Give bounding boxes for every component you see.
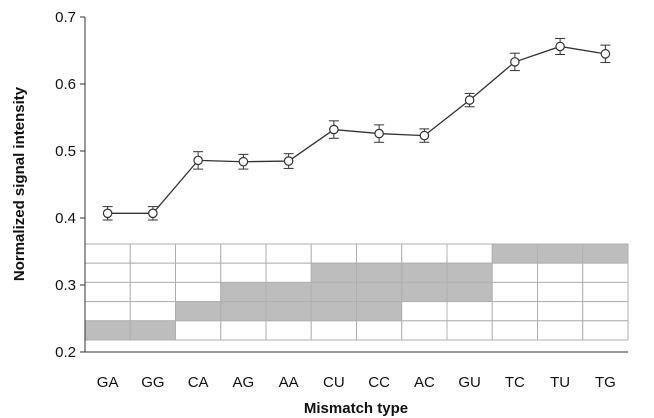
- x-tick-label: CA: [188, 374, 209, 391]
- data-point: [600, 49, 611, 59]
- grid-cell: [491, 320, 538, 341]
- grid-cell: [220, 262, 267, 283]
- y-ticks: 0.2 0.3 0.4 0.5 0.6 0.7: [55, 9, 85, 361]
- grid-cell: [582, 262, 629, 283]
- x-tick-label: CC: [368, 374, 390, 391]
- series-line: [107, 45, 606, 214]
- grid-cell: [401, 281, 448, 303]
- grid-cell: [84, 243, 131, 264]
- y-tick-label: 0.6: [55, 76, 76, 93]
- grid-cell: [310, 262, 357, 283]
- grid-cell: [220, 301, 267, 322]
- grid-cell: [356, 262, 403, 283]
- grid-cell: [84, 281, 131, 303]
- grid-cell: [446, 262, 493, 283]
- grid-cell: [491, 243, 538, 264]
- data-point: [148, 208, 158, 219]
- grid-cell: [129, 262, 176, 283]
- grid-cell: [537, 320, 584, 341]
- grid-cell: [265, 320, 312, 341]
- data-point: [102, 208, 113, 219]
- y-tick-label: 0.5: [55, 143, 76, 160]
- grid-cell: [265, 243, 312, 264]
- grid-cell: [220, 320, 267, 341]
- grid-cell: [310, 320, 357, 341]
- grid-cell: [491, 301, 538, 322]
- grid-cell: [356, 301, 403, 322]
- grid-cell: [401, 243, 448, 264]
- data-point: [193, 155, 203, 166]
- grid-cell: [310, 281, 357, 303]
- grid-cell: [175, 320, 222, 341]
- grid-cell: [84, 301, 131, 322]
- grid-cell: [401, 320, 448, 341]
- data-point: [329, 124, 339, 135]
- data-point: [510, 57, 520, 67]
- x-axis-title: Mismatch type: [304, 400, 408, 417]
- grid-cell: [310, 301, 357, 322]
- grid-cell: [537, 243, 584, 264]
- data-point: [238, 156, 249, 167]
- grid-cell: [582, 301, 629, 322]
- x-tick-label: TC: [505, 374, 525, 391]
- grid-cell: [446, 281, 493, 303]
- grid-cell: [310, 243, 357, 264]
- grid-cell: [537, 281, 584, 303]
- grid-cell: [356, 320, 403, 341]
- x-tick-label: GG: [141, 374, 164, 391]
- data-point: [419, 130, 430, 141]
- grid-cell: [175, 243, 222, 264]
- grid-cell: [129, 243, 176, 264]
- grid-cell: [446, 320, 493, 341]
- grid-cell: [265, 301, 312, 322]
- grid-cell: [220, 243, 267, 264]
- x-tick-label: CU: [323, 374, 345, 391]
- grid-cell: [537, 262, 584, 283]
- x-tick-label: GU: [458, 374, 481, 391]
- x-tick-label: AG: [233, 374, 255, 391]
- grid-cell: [175, 281, 222, 303]
- y-tick-label: 0.4: [55, 210, 76, 227]
- grid-cell: [356, 243, 403, 264]
- series: [102, 37, 611, 221]
- y-tick-label: 0.3: [55, 277, 76, 294]
- data-point: [555, 41, 565, 52]
- grid-cell: [129, 301, 176, 322]
- grid-cell: [356, 281, 403, 303]
- axes: [84, 17, 628, 353]
- grid-cell: [129, 320, 176, 341]
- grid-cell: [401, 301, 448, 322]
- x-tick-label: AC: [414, 374, 435, 391]
- grid-cell: [446, 301, 493, 322]
- grid-cell: [265, 262, 312, 283]
- data-point: [283, 156, 294, 166]
- y-tick-label: 0.7: [55, 9, 76, 26]
- grid-cell: [582, 281, 629, 303]
- grid-cell: [175, 262, 222, 283]
- grid-cell: [582, 243, 629, 264]
- grid-cell: [265, 281, 312, 303]
- y-axis-title: Normalized signal intensity: [11, 86, 28, 281]
- grid-cell: [582, 320, 629, 341]
- grid-cell: [129, 281, 176, 303]
- x-ticks: GA GG CA AG AA CU CC AC GU TC TU TG: [97, 374, 616, 391]
- grid-cell: [446, 243, 493, 264]
- grid-cell: [220, 281, 267, 303]
- x-tick-label: GA: [97, 374, 119, 391]
- data-point: [464, 95, 475, 105]
- grid-cell: [537, 301, 584, 322]
- grid-cell: [84, 320, 131, 341]
- grid-cell: [175, 301, 222, 322]
- y-tick-label: 0.2: [55, 344, 76, 361]
- grid-cell: [491, 281, 538, 303]
- mismatch-grid: [84, 243, 629, 341]
- grid-cell: [401, 262, 448, 283]
- x-tick-label: AA: [279, 374, 299, 391]
- grid-cell: [84, 262, 131, 283]
- data-point: [374, 128, 384, 139]
- x-tick-label: TG: [595, 374, 616, 391]
- x-tick-label: TU: [550, 374, 570, 391]
- grid-cell: [491, 262, 538, 283]
